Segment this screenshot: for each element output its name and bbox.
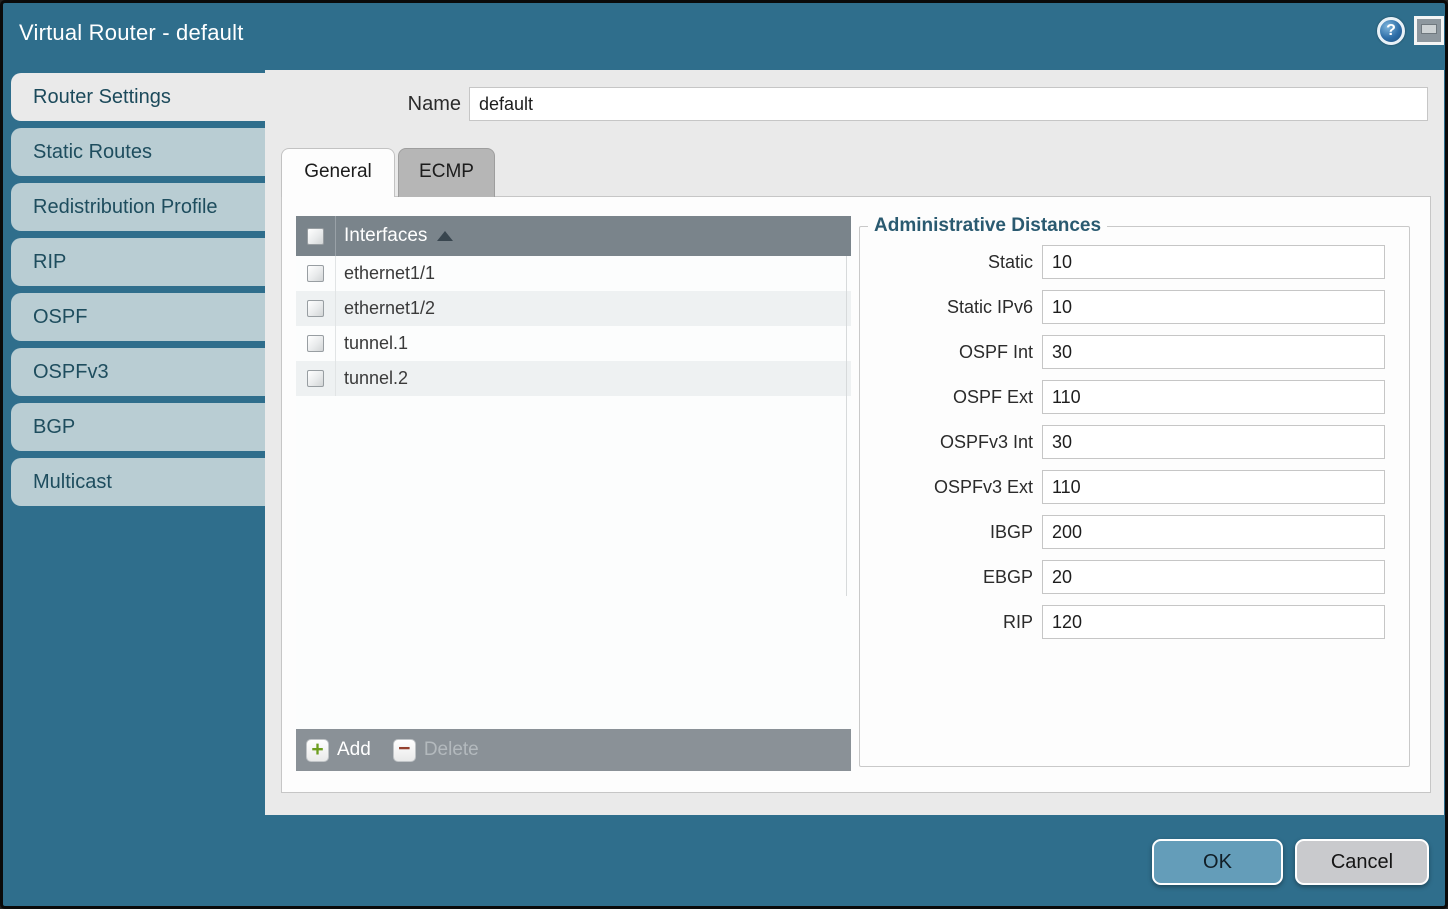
static-ipv6-input[interactable]	[1042, 290, 1385, 324]
static-label: Static	[987, 251, 1033, 272]
sidebar-item-ospf[interactable]: OSPF	[11, 293, 265, 341]
row-checkbox-cell	[296, 256, 336, 291]
table-row[interactable]: tunnel.2	[296, 361, 851, 396]
ospf-int-input[interactable]	[1042, 335, 1385, 369]
ospf-ext-input[interactable]	[1042, 380, 1385, 414]
row-checkbox[interactable]	[307, 300, 324, 317]
tab-general[interactable]: General	[281, 148, 395, 197]
sort-ascending-icon[interactable]	[437, 231, 454, 241]
sidebar-item-multicast[interactable]: Multicast	[11, 458, 265, 506]
table-toolbar: + Add − Delete	[296, 729, 851, 771]
table-row[interactable]: tunnel.1	[296, 326, 851, 361]
window-restore-icon-inner	[1421, 24, 1437, 34]
dialog-title: Virtual Router - default	[19, 20, 244, 45]
ibgp-label: IBGP	[989, 521, 1033, 542]
delete-icon[interactable]: −	[392, 737, 416, 762]
table-row[interactable]: ethernet1/1	[296, 256, 851, 291]
field-row-ospf-int: OSPF Int	[860, 335, 1409, 369]
interface-name: tunnel.2	[344, 368, 409, 388]
field-row-ospfv3-ext: OSPFv3 Ext	[860, 470, 1409, 504]
row-checkbox[interactable]	[307, 370, 324, 387]
sidebar-item-static-routes[interactable]: Static Routes	[11, 128, 265, 176]
field-row-ibgp: IBGP	[860, 515, 1409, 549]
content-panel: Name General ECMP Interfaces ethernet1/1	[265, 70, 1444, 815]
ospf-ext-label: OSPF Ext	[952, 386, 1033, 407]
ospfv3-ext-label: OSPFv3 Ext	[933, 476, 1033, 497]
interfaces-header-row[interactable]: Interfaces	[296, 216, 851, 256]
interface-name: ethernet1/1	[344, 263, 436, 283]
field-row-ospfv3-int: OSPFv3 Int	[860, 425, 1409, 459]
field-row-ospf-ext: OSPF Ext	[860, 380, 1409, 414]
ebgp-label: EBGP	[982, 566, 1033, 587]
administrative-distances-group: Administrative Distances Static Static I…	[859, 215, 1410, 767]
window-restore-icon[interactable]	[1414, 16, 1444, 45]
field-row-rip: RIP	[860, 605, 1409, 639]
delete-button: Delete	[423, 739, 479, 760]
interfaces-table-body: ethernet1/1 ethernet1/2 tunnel.1 tunnel.…	[296, 256, 851, 729]
cancel-button[interactable]: Cancel	[1295, 839, 1429, 885]
field-row-ebgp: EBGP	[860, 560, 1409, 594]
interface-name: ethernet1/2	[344, 298, 436, 318]
sidebar-item-rip[interactable]: RIP	[11, 238, 265, 286]
interfaces-table: Interfaces ethernet1/1 ethernet1/2 tunne…	[296, 216, 851, 771]
row-checkbox[interactable]	[307, 335, 324, 352]
general-tab-panel: Interfaces ethernet1/1 ethernet1/2 tunne…	[281, 196, 1431, 793]
interfaces-column-header[interactable]: Interfaces	[344, 225, 428, 246]
static-input[interactable]	[1042, 245, 1385, 279]
interface-name: tunnel.1	[344, 333, 409, 353]
table-row[interactable]: ethernet1/2	[296, 291, 851, 326]
row-checkbox-cell	[296, 291, 336, 326]
ospfv3-int-input[interactable]	[1042, 425, 1385, 459]
sidebar-item-ospfv3[interactable]: OSPFv3	[11, 348, 265, 396]
name-input[interactable]	[469, 87, 1428, 121]
help-icon-glyph: ?	[1386, 22, 1396, 39]
select-all-checkbox[interactable]	[307, 227, 324, 245]
ospfv3-ext-input[interactable]	[1042, 470, 1385, 504]
plus-icon: +	[311, 737, 324, 761]
ospfv3-int-label: OSPFv3 Int	[939, 431, 1033, 452]
field-row-static: Static	[860, 245, 1409, 279]
sidebar-item-bgp[interactable]: BGP	[11, 403, 265, 451]
administrative-distances-legend: Administrative Distances	[874, 215, 1102, 236]
help-icon[interactable]: ?	[1377, 17, 1405, 45]
sidebar-item-redistribution-profile[interactable]: Redistribution Profile	[11, 183, 265, 231]
field-row-static-ipv6: Static IPv6	[860, 290, 1409, 324]
ebgp-input[interactable]	[1042, 560, 1385, 594]
ibgp-input[interactable]	[1042, 515, 1385, 549]
minus-icon: −	[398, 737, 411, 760]
add-icon[interactable]: +	[306, 737, 329, 762]
name-label: Name	[407, 93, 461, 115]
row-checkbox-cell	[296, 326, 336, 361]
sidebar-item-router-settings[interactable]: Router Settings	[11, 73, 265, 121]
row-checkbox-cell	[296, 361, 336, 396]
select-all-cell	[296, 216, 336, 256]
static-ipv6-label: Static IPv6	[946, 296, 1033, 317]
add-button[interactable]: Add	[337, 739, 371, 760]
rip-label: RIP	[1002, 611, 1033, 632]
scrollbar-track[interactable]	[846, 256, 847, 596]
ok-button[interactable]: OK	[1152, 839, 1283, 885]
row-checkbox[interactable]	[307, 265, 324, 282]
sidebar: Router Settings Static Routes Redistribu…	[11, 73, 265, 513]
rip-input[interactable]	[1042, 605, 1385, 639]
tab-ecmp[interactable]: ECMP	[398, 148, 495, 197]
ospf-int-label: OSPF Int	[958, 341, 1033, 362]
